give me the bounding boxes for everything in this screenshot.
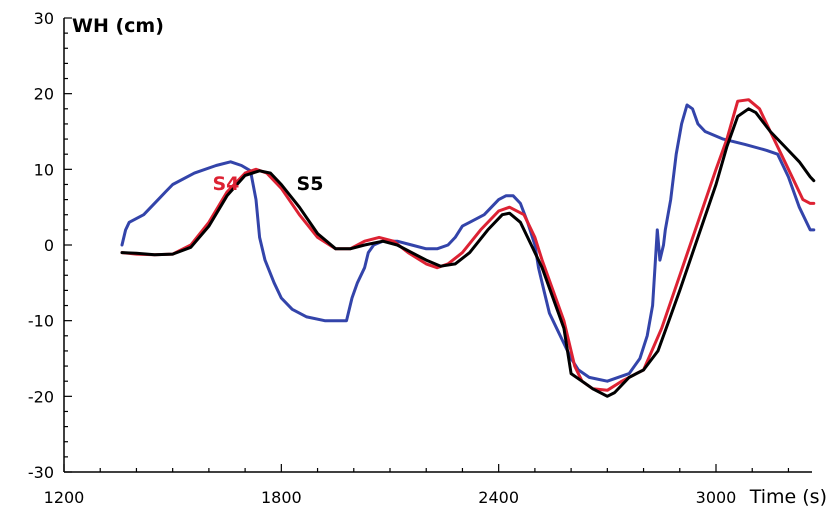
chart-ticks [63,17,790,473]
x-tick-label: 2400 [478,488,519,507]
y-tick-label: -20 [28,387,54,406]
series-line-s4 [120,98,816,392]
series-line-s5 [120,107,816,398]
x-axis-title: Time (s) [749,486,827,508]
chart-axes [63,18,812,473]
x-tick-label: 1200 [44,488,85,507]
x-tick-label: 3000 [696,488,737,507]
y-tick-label: 10 [34,160,54,179]
chart-tick-labels: -30 -20 -10 0 10 20 30 1200 1800 2400 3000 [28,9,737,507]
series-label-s4: S4 [213,173,240,195]
series-label-s5: S5 [297,173,324,195]
y-tick-label: -30 [28,463,54,482]
y-tick-label: 0 [44,236,54,255]
y-tick-label: 30 [34,9,54,28]
chart-annotations: S4 S5 [213,173,324,195]
y-axis-title: WH (cm) [72,15,164,37]
x-tick-label: 1800 [261,488,302,507]
y-tick-label: -10 [28,312,54,331]
series-line-unnamed-0 [120,103,816,383]
y-tick-label: 20 [34,85,54,104]
chart-series [120,98,816,398]
